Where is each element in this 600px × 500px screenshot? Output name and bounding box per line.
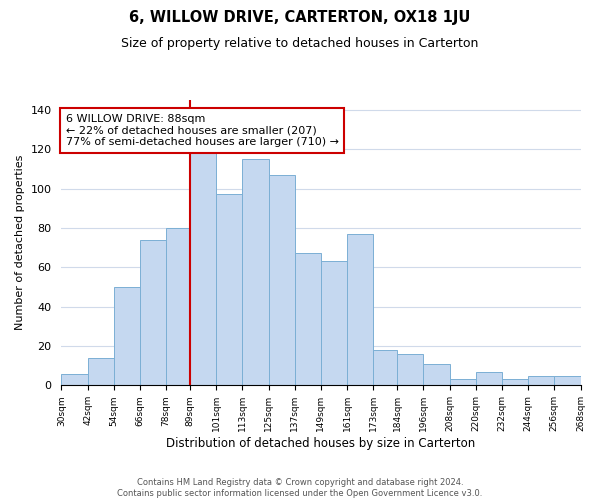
Text: Contains HM Land Registry data © Crown copyright and database right 2024.
Contai: Contains HM Land Registry data © Crown c…	[118, 478, 482, 498]
Bar	[114, 287, 140, 386]
Bar	[476, 372, 502, 386]
Text: 6, WILLOW DRIVE, CARTERTON, OX18 1JU: 6, WILLOW DRIVE, CARTERTON, OX18 1JU	[130, 10, 470, 25]
Text: 6 WILLOW DRIVE: 88sqm
← 22% of detached houses are smaller (207)
77% of semi-det: 6 WILLOW DRIVE: 88sqm ← 22% of detached …	[66, 114, 339, 147]
Bar	[347, 234, 373, 386]
Y-axis label: Number of detached properties: Number of detached properties	[15, 155, 25, 330]
Bar	[554, 376, 581, 386]
Bar	[528, 376, 554, 386]
Bar	[502, 380, 528, 386]
X-axis label: Distribution of detached houses by size in Carterton: Distribution of detached houses by size …	[166, 437, 476, 450]
Bar	[88, 358, 114, 386]
Bar	[216, 194, 242, 386]
Text: Size of property relative to detached houses in Carterton: Size of property relative to detached ho…	[121, 38, 479, 51]
Bar	[397, 354, 424, 386]
Bar	[321, 262, 347, 386]
Bar	[242, 159, 269, 386]
Bar	[295, 254, 321, 386]
Bar	[449, 380, 476, 386]
Bar	[166, 228, 190, 386]
Bar	[424, 364, 449, 386]
Bar	[269, 175, 295, 386]
Bar	[140, 240, 166, 386]
Bar	[190, 151, 216, 386]
Bar	[61, 374, 88, 386]
Bar	[373, 350, 397, 386]
